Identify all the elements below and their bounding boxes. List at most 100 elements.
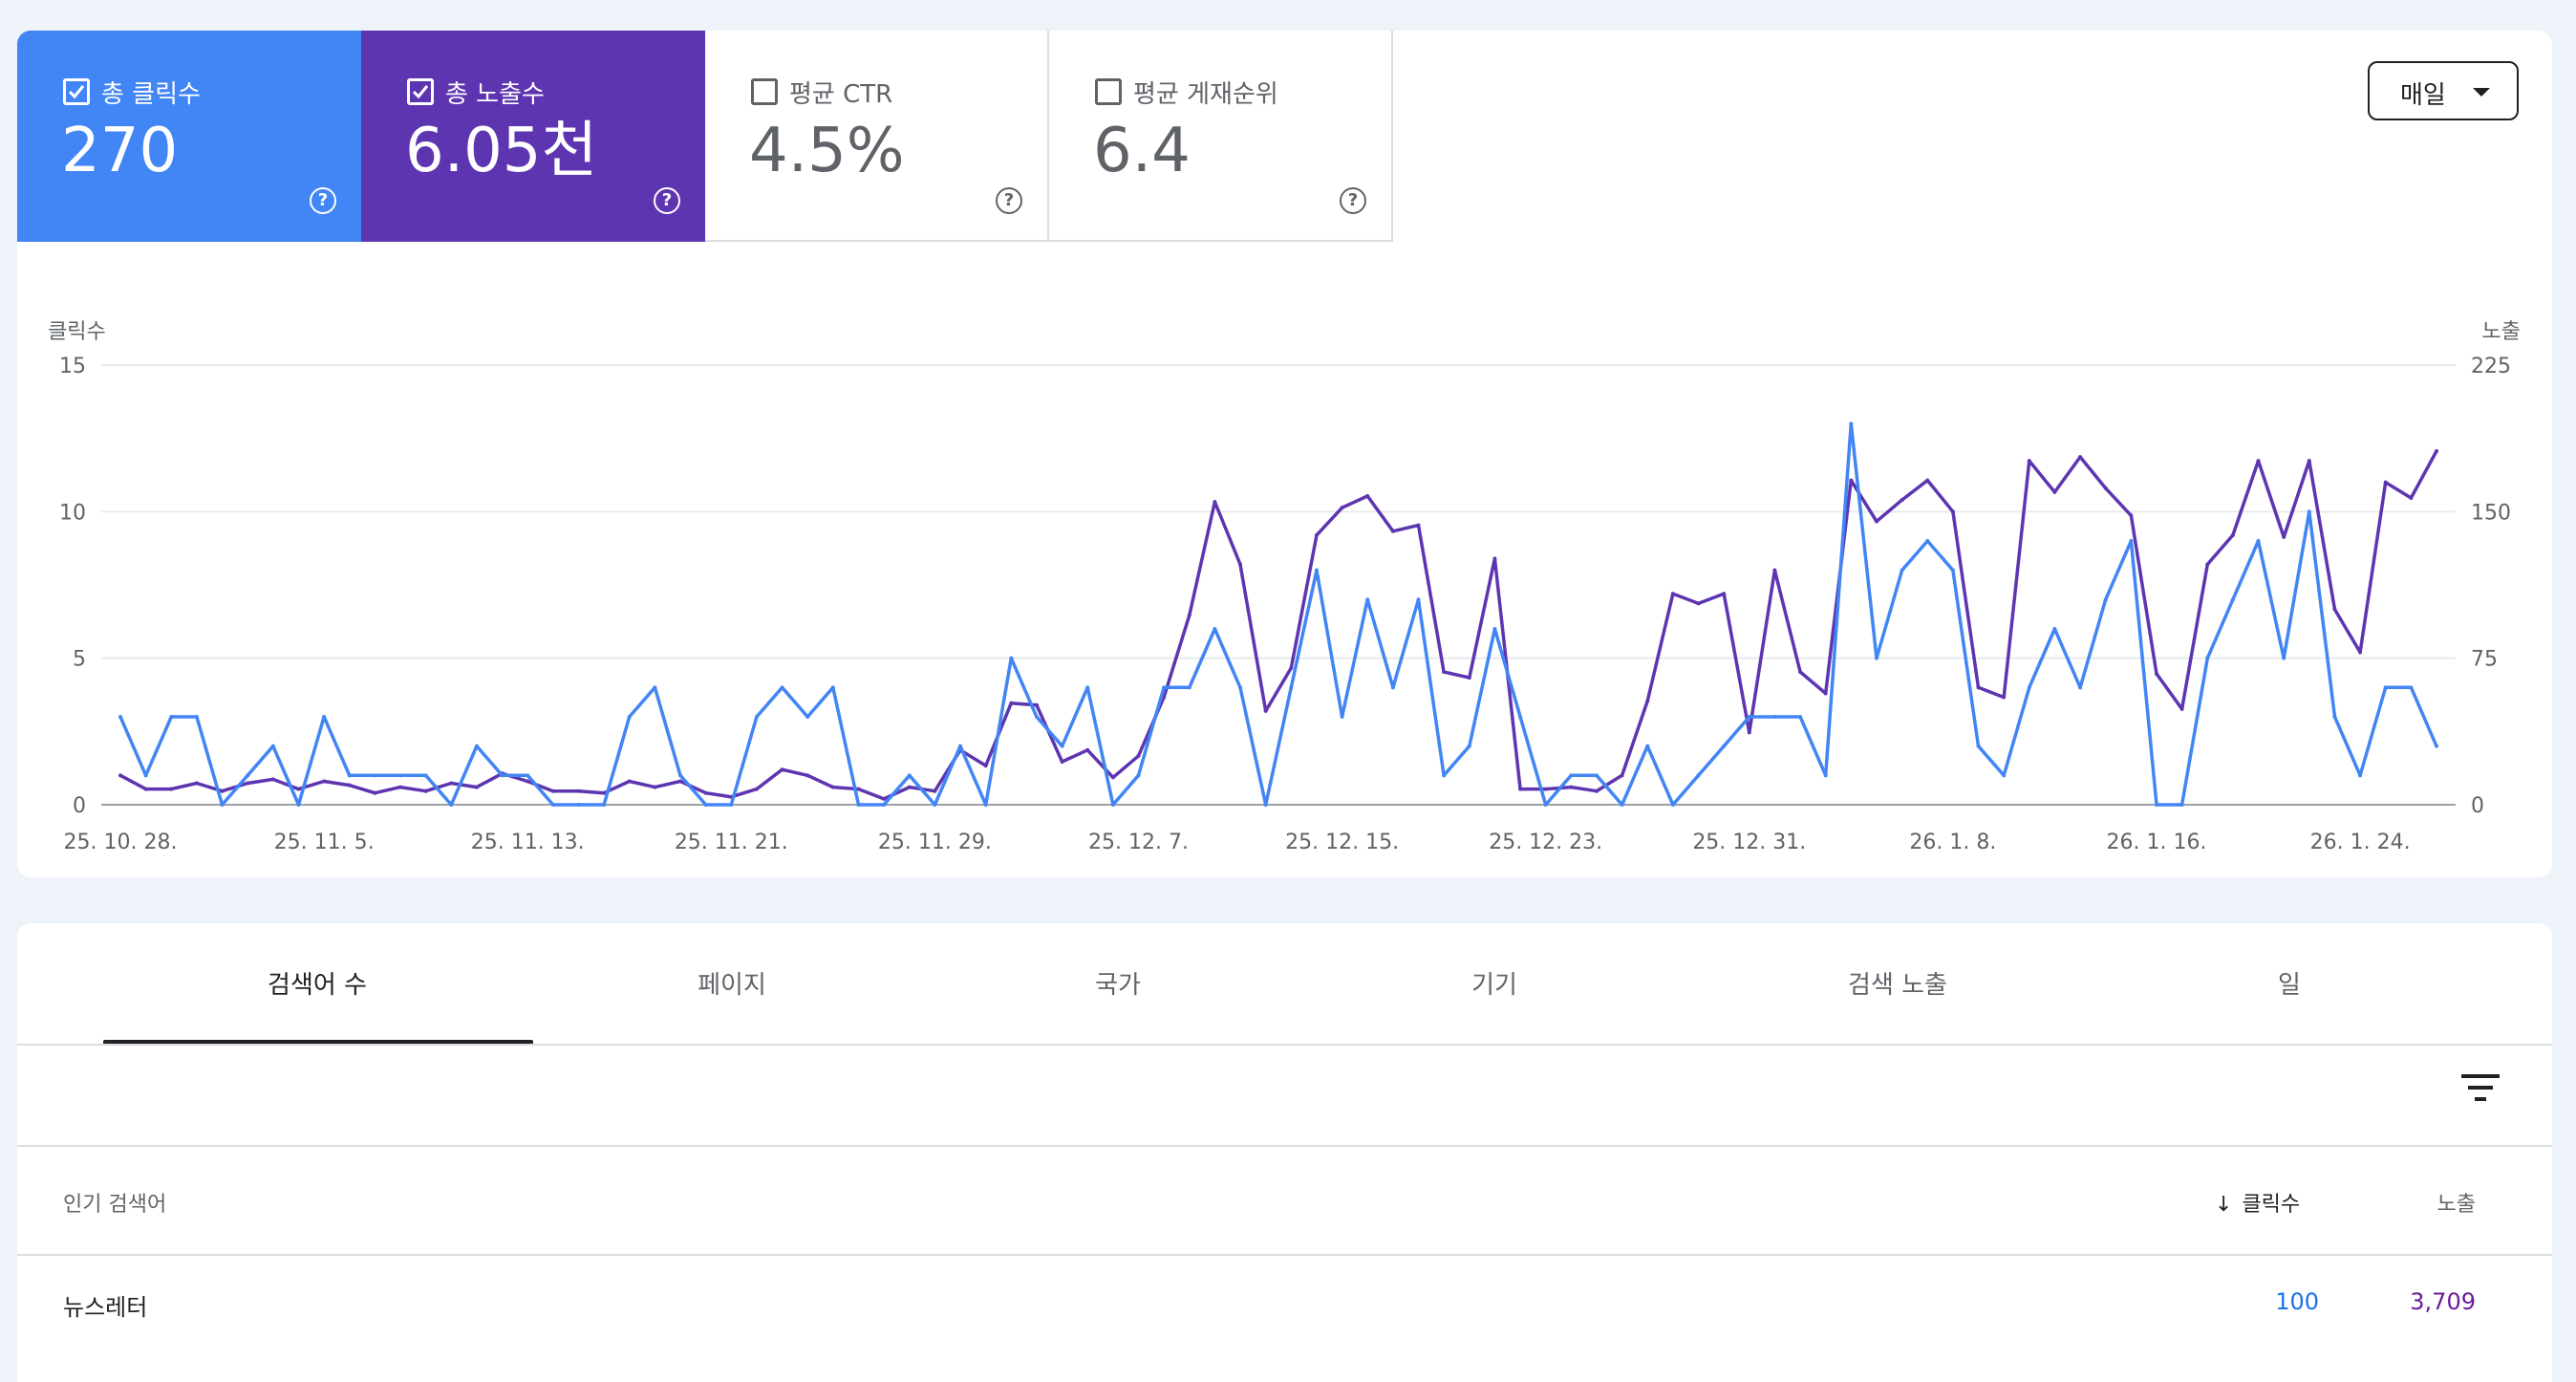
clicks-data-point: [2179, 803, 2184, 807]
clicks-data-point: [2307, 509, 2311, 514]
clicks-data-point: [169, 715, 174, 719]
impressions-data-point: [2027, 459, 2031, 464]
clicks-data-point: [1289, 685, 1294, 690]
clicks-data-point: [296, 803, 301, 807]
impressions-checkbox[interactable]: [407, 78, 434, 105]
column-header-clicks[interactable]: ↓ 클릭수: [2215, 1187, 2300, 1218]
average-position-label: 평균 게재순위: [1133, 80, 1278, 109]
active-tab-indicator: [103, 1040, 533, 1044]
impressions-data-point: [1874, 519, 1878, 524]
x-axis-tick-label: 25. 12. 15.: [1285, 831, 1399, 854]
clicks-data-point: [830, 685, 835, 690]
average-position-value: 6.4: [1093, 116, 1191, 186]
impressions-data-point: [754, 787, 759, 791]
clicks-data-point: [983, 803, 988, 807]
impressions-data-point: [2052, 489, 2057, 494]
clicks-data-point: [449, 803, 454, 807]
impressions-data-point: [907, 785, 912, 789]
impressions-data-point: [805, 773, 810, 778]
impressions-data-point: [1747, 730, 1751, 735]
left-axis-tick-label: 5: [73, 648, 86, 672]
impressions-data-point: [576, 788, 581, 793]
column-header-query[interactable]: 인기 검색어: [63, 1193, 167, 1217]
clicks-data-point: [1670, 803, 1675, 807]
help-icon[interactable]: ?: [654, 187, 680, 214]
total-impressions-tile[interactable]: 총 노출수 6.05천 ?: [361, 31, 705, 242]
average-ctr-value: 4.5%: [749, 116, 905, 186]
total-clicks-tile[interactable]: 총 클릭수 270 ?: [17, 31, 361, 242]
impressions-data-point: [1772, 568, 1777, 572]
average-position-tile[interactable]: 평균 게재순위 6.4 ?: [1049, 31, 1393, 242]
impressions-data-point: [1670, 592, 1675, 596]
average-ctr-tile[interactable]: 평균 CTR 4.5% ?: [705, 31, 1049, 242]
clicks-data-point: [2256, 539, 2261, 543]
x-axis-tick-label: 25. 10. 28.: [64, 831, 178, 854]
clicks-data-point: [1390, 685, 1395, 690]
impressions-data-point: [1976, 685, 1981, 690]
tab-5[interactable]: 일: [2278, 971, 2301, 1000]
row-query[interactable]: 뉴스레터: [63, 1294, 148, 1321]
impressions-data-point: [246, 781, 250, 786]
clicks-data-point: [1849, 421, 1854, 426]
help-icon[interactable]: ?: [996, 187, 1022, 214]
clicks-data-point: [347, 773, 352, 778]
clicks-data-point: [2383, 685, 2388, 690]
performance-card: 총 클릭수 270 ? 총 노출수 6.05천 ? 평균 CTR 4.5% ? …: [17, 31, 2552, 877]
ctr-checkbox[interactable]: [751, 78, 778, 105]
impressions-data-point: [627, 779, 632, 784]
tab-4[interactable]: 검색 노출: [1848, 971, 1947, 1000]
impressions-data-point: [2282, 534, 2286, 539]
arrow-down-icon: ↓: [2215, 1193, 2233, 1217]
clicks-data-point: [423, 773, 428, 778]
impressions-data-point: [220, 788, 225, 793]
impressions-data-point: [1442, 669, 1447, 674]
impressions-data-point: [2129, 513, 2134, 518]
impressions-data-point: [2078, 455, 2083, 460]
divider: [17, 1254, 2552, 1256]
column-header-impressions[interactable]: 노출: [2436, 1193, 2476, 1217]
clicks-data-point: [2282, 656, 2286, 660]
clicks-data-point: [550, 803, 555, 807]
tab-2[interactable]: 국가: [1095, 971, 1141, 1000]
position-checkbox[interactable]: [1095, 78, 1122, 105]
clicks-data-point: [1950, 568, 1955, 572]
tab-3[interactable]: 기기: [1471, 971, 1517, 1000]
clicks-data-point: [2002, 773, 2007, 778]
impressions-data-point: [1492, 556, 1497, 561]
clicks-data-point: [678, 773, 683, 778]
impressions-data-point: [2332, 607, 2337, 612]
impressions-data-point: [1620, 773, 1624, 778]
impressions-data-point: [2205, 562, 2210, 567]
x-axis-tick-label: 25. 12. 7.: [1088, 831, 1189, 854]
filter-icon[interactable]: [2461, 1074, 2500, 1101]
clicks-data-point: [1772, 715, 1777, 719]
impressions-data-point: [423, 788, 428, 793]
clicks-checkbox[interactable]: [63, 78, 90, 105]
impressions-data-point: [1187, 613, 1191, 617]
impressions-data-point: [856, 787, 861, 791]
clicks-data-point: [856, 803, 861, 807]
impressions-data-point: [1390, 529, 1395, 533]
period-dropdown[interactable]: 매일: [2368, 61, 2519, 120]
clicks-data-point: [703, 803, 708, 807]
impressions-data-point: [322, 779, 327, 784]
clicks-data-point: [780, 685, 784, 690]
clicks-data-point: [1213, 627, 1217, 631]
impressions-data-point: [1263, 708, 1268, 713]
clicks-data-point: [398, 773, 403, 778]
help-icon[interactable]: ?: [1340, 187, 1366, 214]
impressions-data-point: [474, 785, 479, 789]
divider: [17, 1044, 2552, 1046]
total-clicks-label: 총 클릭수: [101, 80, 201, 109]
x-axis-tick-label: 25. 12. 23.: [1489, 831, 1602, 854]
clicks-data-point: [1620, 803, 1624, 807]
clicks-data-point: [958, 744, 963, 748]
tab-0[interactable]: 검색어 수: [268, 971, 367, 1000]
total-clicks-value: 270: [61, 116, 179, 186]
help-icon[interactable]: ?: [310, 187, 336, 214]
clicks-data-point: [474, 744, 479, 748]
left-axis-title: 클릭수: [48, 320, 106, 344]
tab-1[interactable]: 페이지: [698, 971, 766, 1000]
impressions-data-point: [1340, 506, 1344, 510]
impressions-data-point: [1110, 775, 1115, 780]
